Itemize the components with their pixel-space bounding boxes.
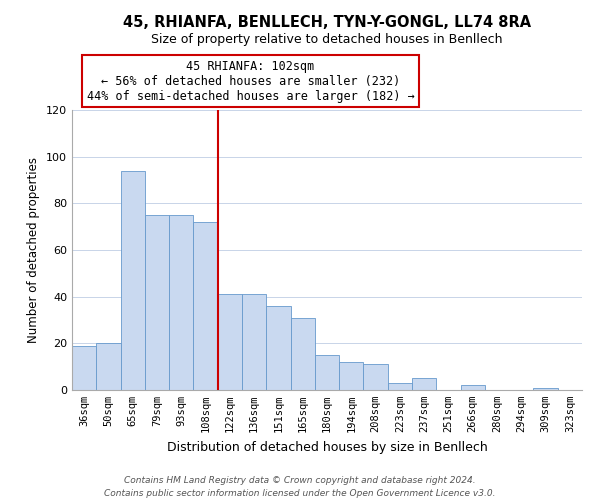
Bar — [315, 355, 339, 390]
Bar — [72, 346, 96, 390]
Bar — [169, 215, 193, 390]
Bar — [388, 383, 412, 390]
Bar — [412, 378, 436, 390]
Bar — [96, 344, 121, 390]
Bar — [218, 294, 242, 390]
Text: 45, RHIANFA, BENLLECH, TYN-Y-GONGL, LL74 8RA: 45, RHIANFA, BENLLECH, TYN-Y-GONGL, LL74… — [123, 15, 531, 30]
Text: Contains HM Land Registry data © Crown copyright and database right 2024.
Contai: Contains HM Land Registry data © Crown c… — [104, 476, 496, 498]
Text: Size of property relative to detached houses in Benllech: Size of property relative to detached ho… — [151, 32, 503, 46]
Bar — [461, 386, 485, 390]
Bar — [533, 388, 558, 390]
Bar — [290, 318, 315, 390]
Bar — [121, 170, 145, 390]
Bar — [266, 306, 290, 390]
Bar — [242, 294, 266, 390]
Y-axis label: Number of detached properties: Number of detached properties — [28, 157, 40, 343]
Bar — [193, 222, 218, 390]
Text: 45 RHIANFA: 102sqm
← 56% of detached houses are smaller (232)
44% of semi-detach: 45 RHIANFA: 102sqm ← 56% of detached hou… — [86, 60, 415, 102]
Bar — [364, 364, 388, 390]
Bar — [339, 362, 364, 390]
X-axis label: Distribution of detached houses by size in Benllech: Distribution of detached houses by size … — [167, 440, 487, 454]
Bar — [145, 215, 169, 390]
